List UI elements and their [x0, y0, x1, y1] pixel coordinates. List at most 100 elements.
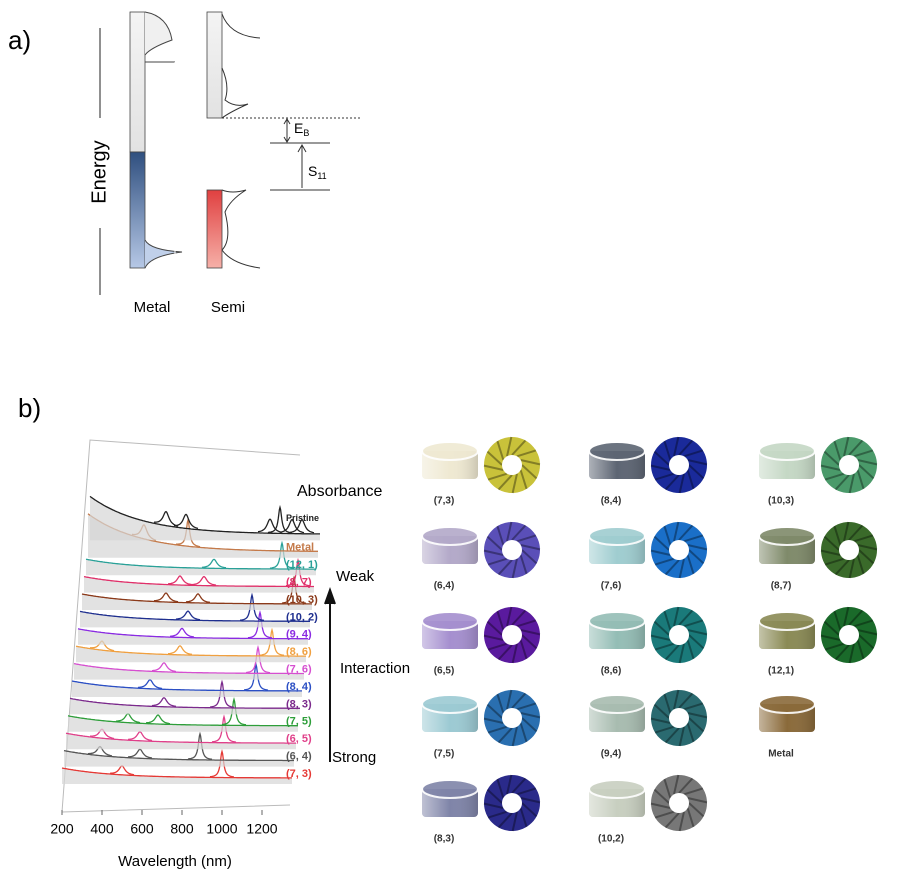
ring-spoke	[487, 557, 508, 566]
vial-top	[588, 779, 646, 799]
ring-spoke	[824, 642, 845, 651]
series-label: (7, 6)	[286, 664, 312, 676]
vial-top	[588, 611, 646, 631]
annotation: Interaction	[340, 660, 410, 677]
ring-spoke	[664, 644, 680, 661]
ring-spoke	[511, 439, 527, 456]
ring-spoke	[511, 524, 527, 541]
vial-top	[758, 694, 816, 714]
ring-spoke	[496, 693, 505, 714]
ring-hole	[502, 540, 522, 560]
eb-symbol: E	[294, 120, 303, 136]
ring-spoke	[857, 459, 878, 466]
ring-spoke	[516, 702, 537, 711]
ring-spoke	[833, 525, 842, 546]
ring-hole	[839, 455, 859, 475]
ring-spoke	[678, 609, 694, 626]
spectrum-peak	[153, 510, 179, 527]
dos-curve	[221, 189, 261, 269]
dos-peak	[144, 239, 183, 269]
spectrum-baseline	[61, 767, 292, 779]
spectrum-peak	[110, 765, 135, 776]
spectrum-shadow	[64, 750, 294, 767]
spectrum-shadow	[86, 559, 316, 576]
ring-spoke	[506, 521, 513, 542]
ring-spoke	[853, 534, 874, 543]
vial-top	[588, 441, 646, 461]
ring-spoke	[654, 725, 675, 734]
annotation: Strong	[332, 749, 376, 766]
spectrum-peak	[210, 679, 235, 708]
ring-spoke	[497, 727, 513, 744]
ring-spoke	[654, 642, 675, 651]
ring-spoke	[650, 802, 671, 809]
ring-spoke	[678, 811, 685, 832]
ring-spoke	[496, 525, 505, 546]
s11-arrow	[297, 143, 307, 188]
ring-spoke	[686, 554, 695, 575]
ring-spoke	[506, 436, 513, 457]
tile-label: (7,3)	[434, 496, 455, 507]
spectrum-baseline	[65, 732, 296, 744]
ring-spoke	[673, 774, 680, 795]
spectrum-baseline	[79, 610, 310, 622]
ring-spoke	[678, 558, 685, 579]
series-label: Metal	[286, 542, 314, 554]
ring-spoke	[653, 703, 670, 719]
ring-spoke	[511, 692, 527, 709]
spectrum-shadow	[88, 513, 318, 558]
spectrum-baseline	[67, 715, 298, 727]
spectrum-shadow	[72, 681, 302, 697]
ring-hole	[669, 540, 689, 560]
spectrum-baseline	[71, 680, 302, 692]
ring-spoke	[654, 472, 675, 481]
annotation: Weak	[336, 568, 375, 585]
spectrum-peak	[185, 593, 211, 604]
ring-spoke	[496, 440, 505, 461]
spectrum-peak	[240, 592, 265, 622]
series-label: (8, 7)	[286, 577, 312, 589]
ring-spoke	[858, 464, 875, 480]
series-label: (12, 1)	[286, 559, 318, 571]
s11-symbol: S	[308, 163, 317, 179]
ring-spoke	[486, 450, 503, 466]
spectrum-peak	[191, 575, 217, 586]
ring-spoke	[673, 689, 680, 710]
spectrum-peak	[221, 697, 247, 726]
vial-top	[421, 694, 479, 714]
vial-top	[421, 441, 479, 461]
spectrum-shadow	[68, 715, 298, 732]
ring-spoke	[678, 692, 694, 709]
tile-label: (9,4)	[601, 749, 622, 760]
x-tick-label: 600	[130, 821, 154, 837]
ring-spoke	[520, 797, 541, 804]
ring-spoke	[663, 778, 672, 799]
ring-spoke	[843, 436, 850, 457]
ring-spoke	[848, 439, 864, 456]
spectrum-peak	[247, 610, 273, 639]
spectrum-peak	[128, 748, 153, 759]
spectrum-peak	[187, 731, 213, 760]
tile-label: (8,4)	[601, 496, 622, 507]
tile-label: (7,6)	[601, 581, 622, 592]
ring-spoke	[497, 644, 513, 661]
ring-spoke	[521, 464, 538, 480]
vial-top	[758, 441, 816, 461]
spectrum-baseline	[89, 495, 320, 535]
ring-spoke	[497, 812, 513, 829]
ring-spoke	[487, 810, 508, 819]
ring-spoke	[653, 788, 670, 804]
spectrum-peak	[285, 557, 311, 587]
ring-spoke	[506, 774, 513, 795]
ring-spoke	[824, 557, 845, 566]
spectrum-peak	[267, 504, 293, 534]
spectrum-shadow	[90, 496, 320, 541]
ring-spoke	[683, 534, 704, 543]
ring-spoke	[663, 610, 672, 631]
ring-spoke	[688, 802, 705, 818]
ring-spoke	[483, 634, 504, 641]
ring-hole	[502, 793, 522, 813]
column-label: Metal	[134, 299, 171, 316]
ring-spoke	[856, 554, 865, 575]
spectrum-baseline	[77, 628, 308, 640]
